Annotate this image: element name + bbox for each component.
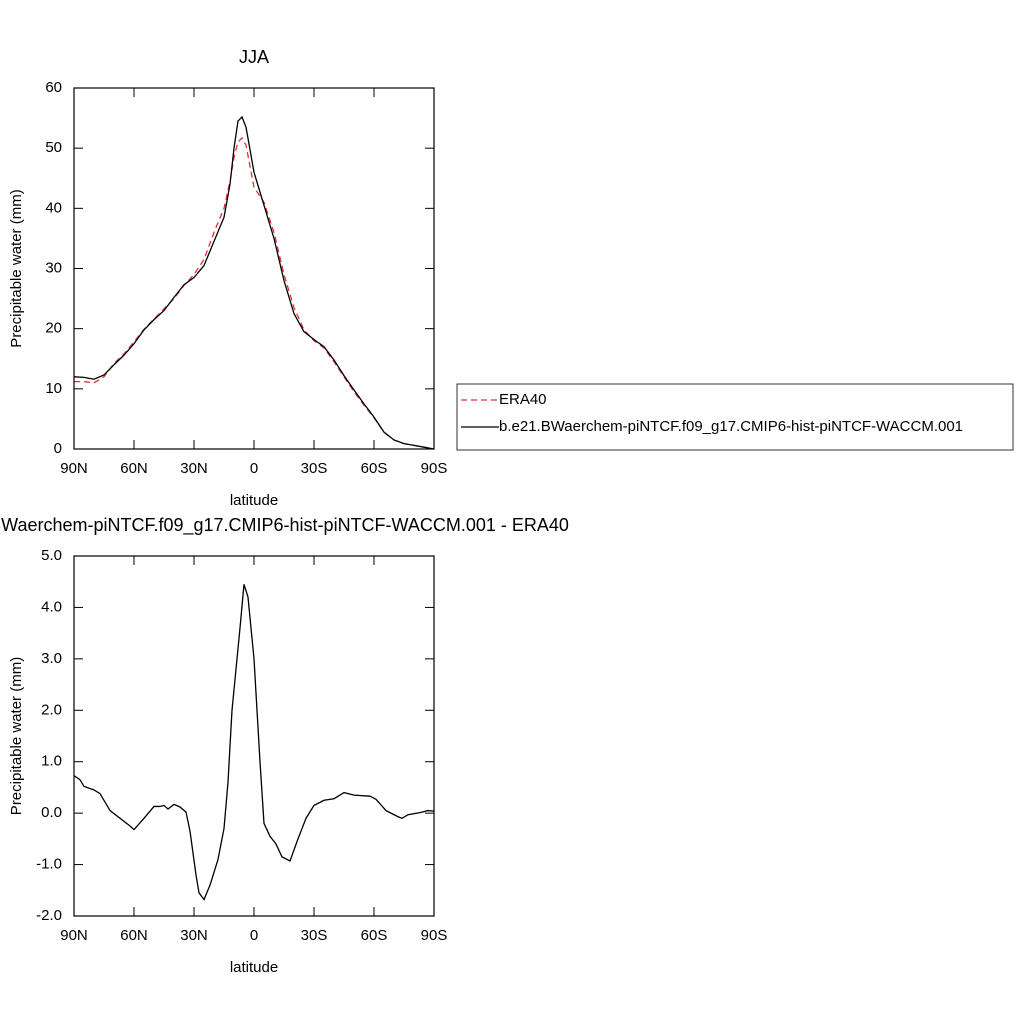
legend: ERA40 b.e21.BWaerchem-piNTCF.f09_g17.CMIP… — [456, 383, 1014, 451]
x-tick-label: 30N — [180, 927, 208, 944]
x-tick-label: 90S — [421, 460, 448, 477]
plot-frame — [73, 555, 435, 917]
y-tick-label: 0 — [54, 440, 62, 457]
y-tick-label: 30 — [45, 259, 62, 276]
data-line — [73, 115, 435, 450]
x-axis-label: latitude — [230, 959, 278, 976]
x-tick-label: 0 — [250, 460, 258, 477]
x-tick-label: 30S — [301, 460, 328, 477]
y-tick-label: 50 — [45, 139, 62, 156]
plot-frame — [73, 87, 435, 450]
x-tick-label: 60N — [120, 460, 148, 477]
y-axis-label: Precipitable water (mm) — [8, 657, 25, 815]
y-tick-label: 60 — [45, 79, 62, 96]
y-tick-label: 40 — [45, 199, 62, 216]
chart-title: JJA — [239, 47, 269, 67]
x-tick-label: 60S — [361, 460, 388, 477]
legend-label: b.e21.BWaerchem-piNTCF.f09_g17.CMIP6-his… — [499, 418, 963, 435]
x-axis-label: latitude — [230, 492, 278, 509]
x-tick-label: 90S — [421, 927, 448, 944]
x-tick-label: 60S — [361, 927, 388, 944]
y-tick-label: 3.0 — [41, 650, 62, 667]
y-tick-label: 1.0 — [41, 753, 62, 770]
x-tick-label: 60N — [120, 927, 148, 944]
y-tick-label: -2.0 — [36, 907, 62, 924]
data-line — [74, 136, 435, 450]
chart-title: b.e21.BWaerchem-piNTCF.f09_g17.CMIP6-his… — [0, 515, 569, 536]
x-tick-label: 90N — [60, 460, 88, 477]
y-tick-label: 20 — [45, 320, 62, 337]
data-line — [73, 584, 435, 901]
y-tick-label: 10 — [45, 380, 62, 397]
y-tick-label: 4.0 — [41, 598, 62, 615]
legend-box — [456, 383, 1014, 451]
y-axis-label: Precipitable water (mm) — [8, 189, 25, 347]
y-tick-label: -1.0 — [36, 856, 62, 873]
legend-label: ERA40 — [499, 391, 547, 408]
x-tick-label: 30S — [301, 927, 328, 944]
y-tick-label: 0.0 — [41, 804, 62, 821]
y-tick-label: 5.0 — [41, 547, 62, 564]
x-tick-label: 90N — [60, 927, 88, 944]
x-tick-label: 0 — [250, 927, 258, 944]
y-tick-label: 2.0 — [41, 701, 62, 718]
x-tick-label: 30N — [180, 460, 208, 477]
